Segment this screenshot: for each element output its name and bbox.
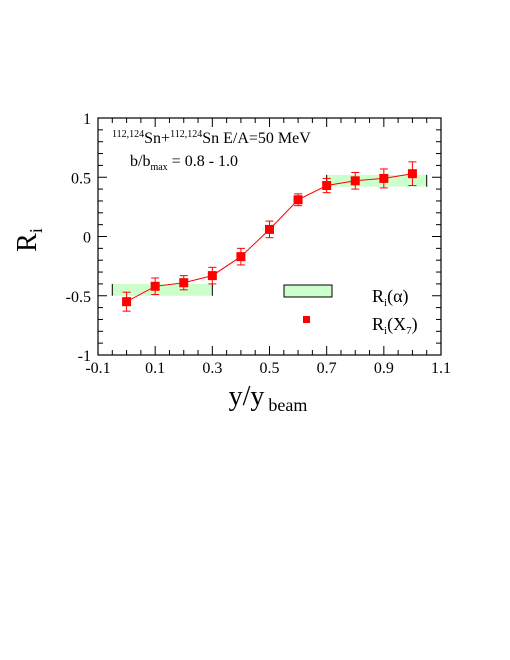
reaction-annotation: 112,124Sn+112,124Sn E/A=50 MeV bbox=[112, 129, 311, 147]
y-tick-label: 0.5 bbox=[71, 170, 91, 187]
x-tick-label: 0.3 bbox=[202, 360, 222, 377]
impact-text-1: b/b bbox=[130, 153, 150, 170]
data-point bbox=[150, 281, 160, 291]
x-axis-title-main: y/y bbox=[229, 381, 265, 412]
x-tick-label: 0.9 bbox=[374, 360, 394, 377]
legend-x7-sub2: 7 bbox=[406, 325, 412, 337]
data-point bbox=[236, 252, 246, 262]
legend-alpha-main: R bbox=[372, 286, 384, 306]
data-series-layer bbox=[122, 161, 417, 312]
impact-sub: max bbox=[150, 162, 167, 173]
x-tick-label: 0.1 bbox=[145, 360, 165, 377]
reaction-text-2: Sn E/A=50 MeV bbox=[202, 130, 311, 147]
legend-label-alpha: Ri(α) bbox=[372, 286, 409, 309]
legend-x7-mid: (X bbox=[387, 314, 406, 335]
x-axis-title-sub: beam bbox=[268, 395, 307, 415]
isospin-band bbox=[112, 283, 213, 296]
x-tick-label: 0.7 bbox=[317, 360, 337, 377]
legend-square-marker bbox=[303, 316, 310, 323]
x-tick-label: -0.1 bbox=[85, 360, 110, 377]
x-tick-label: 0.5 bbox=[260, 360, 280, 377]
x-axis-title: y/y beam bbox=[229, 381, 308, 415]
y-tick-label: 0 bbox=[83, 230, 91, 247]
y-tick-label: -0.5 bbox=[66, 289, 91, 306]
y-axis-title-main: R bbox=[12, 233, 43, 252]
data-point bbox=[207, 271, 217, 281]
data-point bbox=[322, 181, 332, 191]
impact-text-2: = 0.8 - 1.0 bbox=[168, 153, 238, 170]
legend-alpha-sub: i bbox=[384, 297, 387, 309]
data-point bbox=[407, 169, 417, 179]
data-point bbox=[179, 278, 189, 288]
legend-band-swatch bbox=[283, 284, 333, 298]
data-point bbox=[265, 224, 274, 234]
legend-label-x7: Ri(X7) bbox=[372, 314, 418, 337]
axis-layer: -0.1 0.1 0.3 0.5 0.7 0.9 1.1 -1 -0.5 0 0.5 1 bbox=[66, 111, 451, 377]
legend-alpha-tail: (α) bbox=[387, 286, 408, 307]
data-point bbox=[350, 176, 360, 186]
y-axis-title: Ri bbox=[12, 228, 46, 252]
data-point bbox=[293, 195, 303, 205]
legend-x7-tail: ) bbox=[412, 314, 418, 335]
x-tick-label: 1.1 bbox=[431, 360, 451, 377]
y-axis-title-sub: i bbox=[26, 228, 46, 233]
data-point bbox=[122, 297, 132, 307]
data-point bbox=[379, 173, 389, 183]
reaction-sup-1: 112,124 bbox=[112, 129, 144, 140]
legend-x7-sub: i bbox=[384, 325, 387, 337]
reaction-sup-2: 112,124 bbox=[170, 129, 202, 140]
isospin-band bbox=[326, 174, 427, 187]
y-tick-label: -1 bbox=[78, 348, 91, 365]
y-tick-label: 1 bbox=[83, 111, 91, 128]
impact-annotation: b/bmax = 0.8 - 1.0 bbox=[130, 153, 238, 173]
legend-x7-main: R bbox=[372, 314, 384, 334]
reaction-text-1: Sn+ bbox=[144, 130, 170, 147]
